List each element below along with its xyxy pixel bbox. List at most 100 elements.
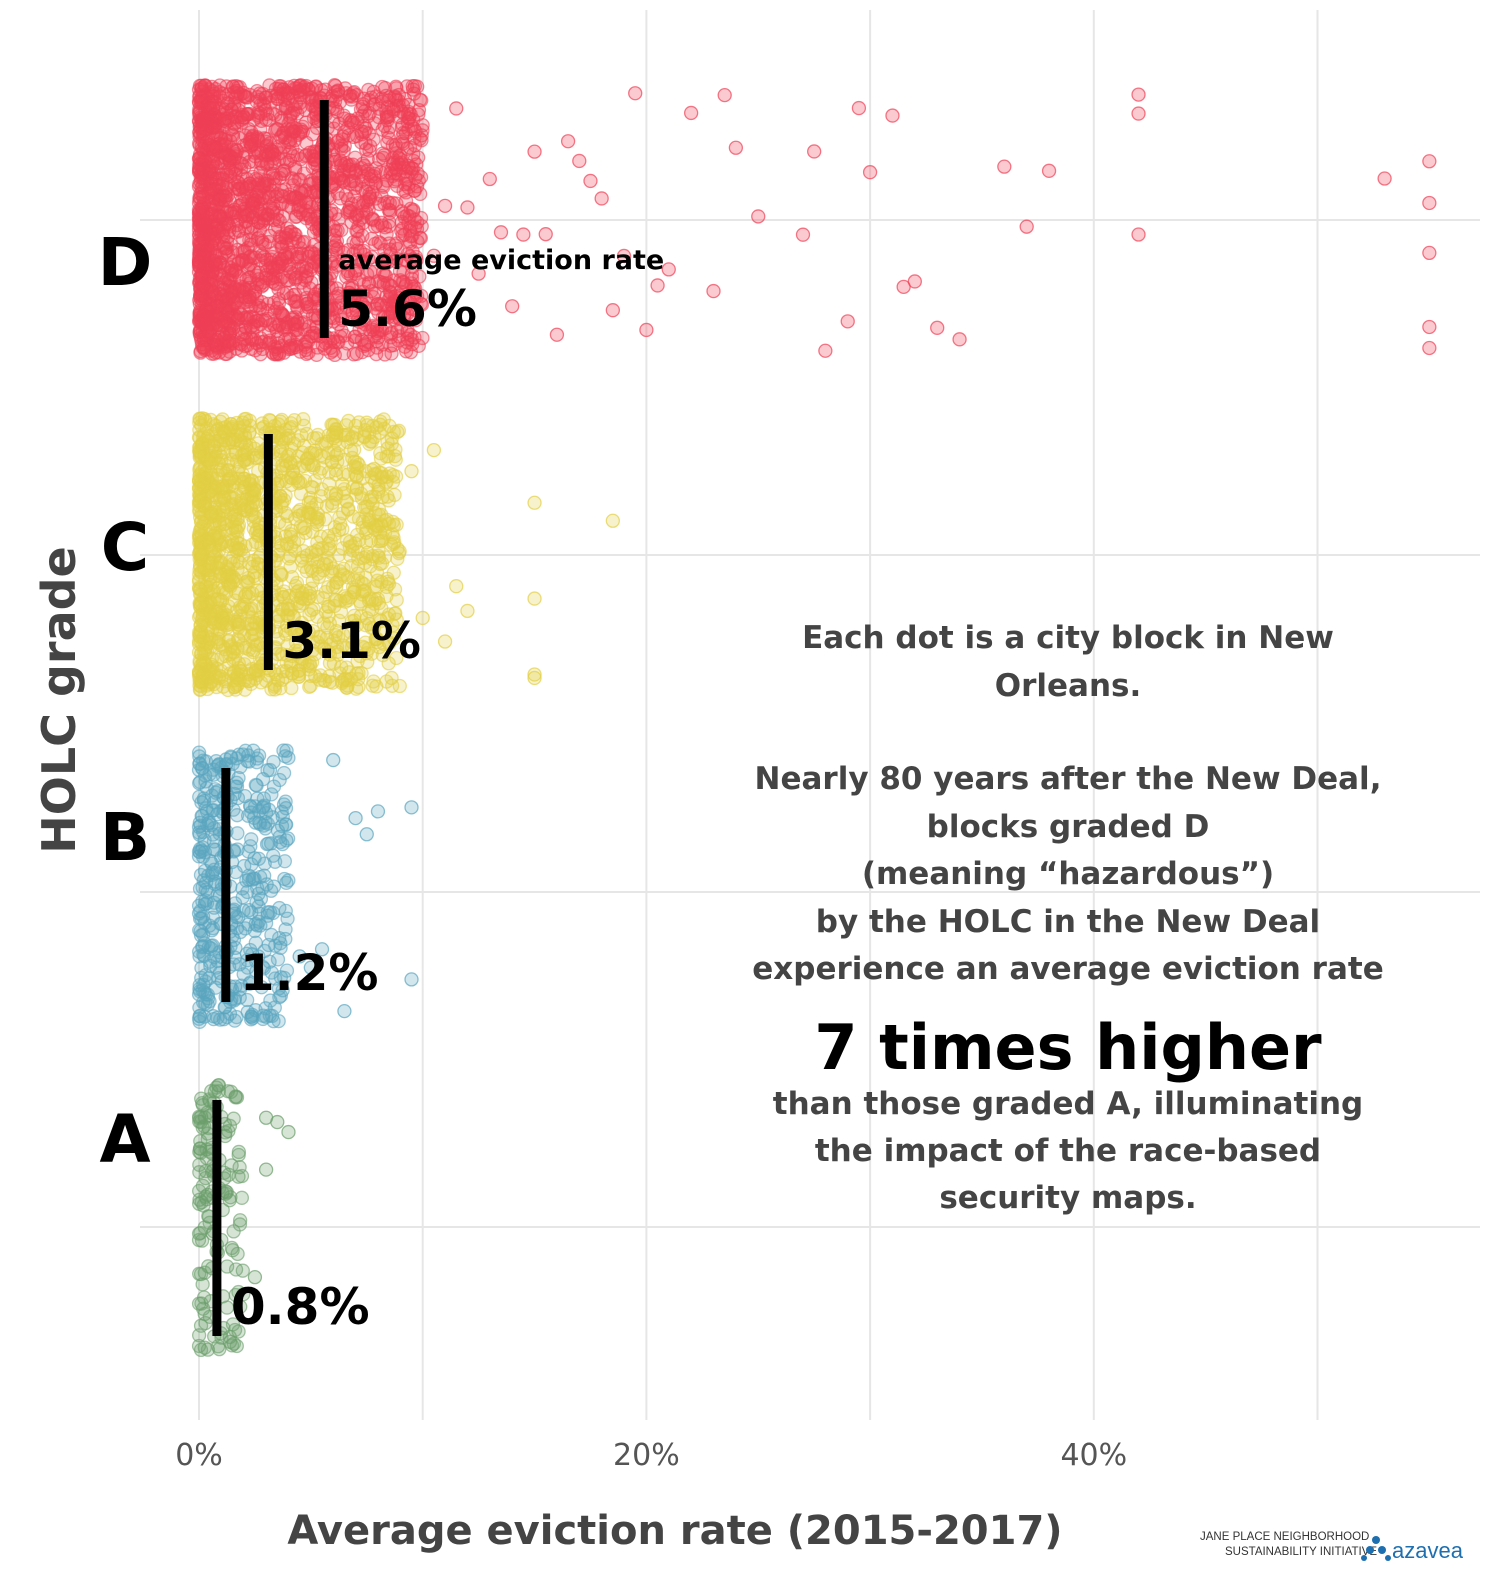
data-point-D	[207, 253, 223, 269]
data-point-D	[368, 96, 383, 112]
data-point-C	[203, 543, 219, 558]
data-point-D	[266, 212, 282, 228]
data-point-C	[527, 495, 542, 510]
data-point-D	[241, 297, 257, 312]
data-point-C	[309, 547, 324, 562]
data-point-C	[374, 507, 389, 522]
data-point-D	[208, 81, 223, 97]
data-point-D	[327, 347, 342, 363]
data-point-C	[245, 627, 261, 642]
data-point-A	[258, 1162, 274, 1177]
data-point-D	[332, 116, 347, 131]
data-point-D	[202, 95, 217, 111]
data-point-B	[404, 800, 419, 815]
data-point-C	[240, 651, 255, 666]
data-point-D	[328, 223, 343, 238]
data-point-C	[329, 579, 344, 595]
data-point-B	[255, 881, 270, 896]
data-point-C	[404, 464, 419, 479]
data-point-C	[295, 506, 310, 522]
data-point-D	[414, 93, 429, 108]
data-point-C	[232, 459, 247, 474]
data-point-D	[263, 252, 278, 267]
data-point-C	[322, 669, 337, 684]
data-point-D	[206, 285, 221, 300]
data-point-D	[220, 272, 235, 287]
data-point-C	[241, 570, 256, 586]
data-point-C	[212, 622, 227, 637]
data-point-C	[379, 674, 394, 689]
data-point-B	[191, 745, 207, 760]
data-point-D	[361, 177, 376, 192]
data-point-C	[220, 682, 236, 698]
data-point-C	[199, 452, 215, 467]
data-point-D	[1422, 319, 1437, 335]
data-point-A	[223, 1084, 239, 1099]
data-point-C	[350, 566, 366, 581]
data-point-D	[728, 140, 744, 155]
data-point-C	[339, 591, 354, 606]
data-point-D	[1422, 154, 1437, 169]
data-point-D	[516, 227, 531, 242]
annotation-line-1: Each dot is a city block in New	[802, 620, 1334, 656]
data-point-A	[193, 1225, 208, 1241]
data-point-B	[192, 981, 207, 997]
data-point-C	[426, 442, 442, 458]
data-point-B	[192, 1008, 207, 1024]
data-point-C	[349, 481, 364, 497]
data-point-D	[1131, 227, 1146, 242]
annotation-line-10: security maps.	[939, 1180, 1196, 1216]
data-point-D	[360, 163, 375, 178]
jane-place-logo-line-2: SUSTAINABILITY INITIATIVE	[1225, 1546, 1377, 1558]
data-point-D	[449, 101, 464, 116]
data-point-C	[194, 474, 209, 489]
data-point-D	[594, 191, 609, 206]
data-point-D	[222, 223, 237, 238]
data-point-A	[232, 1213, 248, 1228]
data-point-C	[207, 592, 222, 607]
x-tick-label: 20%	[613, 1438, 680, 1473]
data-point-C	[336, 506, 351, 521]
data-point-D	[460, 200, 475, 215]
data-point-B	[348, 810, 363, 826]
data-point-D	[241, 270, 257, 286]
data-point-C	[331, 548, 346, 563]
data-point-A	[234, 1168, 250, 1184]
data-point-B	[250, 918, 265, 933]
data-point-C	[348, 536, 363, 551]
data-point-C	[365, 678, 380, 693]
annotation-line-9: the impact of the race-based	[815, 1133, 1321, 1169]
data-point-C	[245, 507, 261, 522]
data-point-D	[1422, 340, 1437, 356]
data-point-B	[231, 747, 247, 762]
data-point-B	[278, 794, 293, 809]
data-point-D	[195, 241, 210, 257]
data-point-B	[370, 804, 386, 819]
data-point-D	[807, 144, 822, 159]
data-point-C	[605, 513, 620, 528]
data-point-D	[192, 78, 208, 93]
data-point-C	[341, 467, 356, 482]
data-point-C	[192, 415, 207, 430]
data-point-B	[272, 772, 287, 788]
data-point-D	[1422, 245, 1437, 261]
data-point-C	[235, 447, 250, 463]
data-point-B	[249, 778, 264, 793]
data-point-D	[237, 221, 253, 236]
data-point-C	[310, 535, 325, 550]
annotation-emphasis: 7 times higher	[814, 1011, 1322, 1084]
data-point-D	[268, 107, 283, 123]
data-point-D	[401, 176, 416, 192]
data-point-D	[862, 165, 878, 180]
data-point-D	[274, 239, 289, 255]
data-point-D	[263, 95, 278, 110]
data-point-C	[241, 585, 257, 600]
data-point-C	[225, 525, 241, 541]
data-point-C	[245, 610, 260, 625]
data-point-A	[231, 1147, 246, 1163]
data-point-D	[251, 204, 267, 219]
data-point-C	[335, 567, 350, 582]
data-point-D	[482, 171, 497, 187]
annotation-line-4: blocks graded D	[927, 809, 1210, 845]
average-label-A: 0.8%	[231, 1278, 370, 1336]
